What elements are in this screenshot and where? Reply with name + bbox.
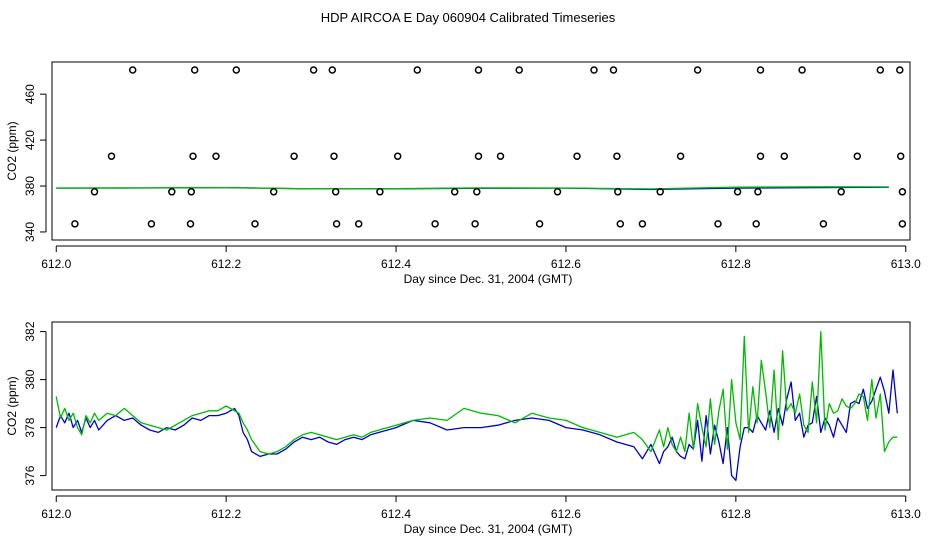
x-axis-label: Day since Dec. 31, 2004 (GMT) [404,522,573,536]
data-point [752,220,760,228]
data-point [656,188,664,196]
x-tick-label: 612.2 [211,507,241,521]
plot-frame [51,321,911,491]
data-point [714,220,722,228]
data-point [413,66,422,74]
x-tick-label: 612.6 [551,507,581,521]
y-tick-label: 382 [23,321,37,341]
data-point [553,188,562,196]
data-point [573,152,581,160]
data-point [190,66,199,74]
data-point [896,152,905,160]
y-axis-label: CO2 (ppm) [5,376,19,435]
y-tick-label: 380 [23,176,37,196]
data-point [853,152,862,160]
data-point [590,66,598,74]
data-point [474,66,483,74]
data-point [876,66,885,74]
data-point [147,220,156,228]
data-point [613,152,621,160]
x-tick-label: 612.0 [41,257,71,271]
data-point [186,220,195,228]
y-tick-label: 340 [23,222,37,242]
data-point [609,66,618,74]
y-tick-label: 460 [23,84,37,104]
data-point [754,188,762,196]
data-point [614,188,622,196]
data-point [756,66,765,74]
data-point [354,220,363,228]
data-point [474,152,483,160]
data-point [431,220,439,228]
data-point [332,220,341,228]
series-line-1 [55,369,898,482]
x-axis-label: Day since Dec. 31, 2004 (GMT) [404,272,573,286]
data-point [330,152,338,160]
x-tick-label: 612.8 [721,507,751,521]
series-line-2 [56,186,889,190]
data-point [187,188,196,196]
data-point [496,152,505,160]
data-point [309,66,318,74]
y-tick-label: 378 [23,417,37,437]
data-point [232,66,241,74]
plot-frame [51,61,911,241]
data-point [393,152,402,160]
y-tick-label: 380 [23,369,37,389]
data-point [798,66,806,74]
data-point [328,66,337,74]
data-point [756,152,765,160]
x-tick-label: 612.2 [211,257,241,271]
data-point [837,188,845,196]
figure-title: HDP AIRCOA E Day 060904 Calibrated Times… [321,10,616,25]
x-tick-label: 612.6 [551,257,581,271]
series-line-2 [55,330,898,455]
data-point [189,152,197,160]
data-point [733,188,742,196]
data-point [471,220,479,228]
data-point [535,220,544,228]
data-point [168,188,176,196]
data-point [616,220,625,228]
data-point [898,220,907,228]
data-point [290,152,298,160]
data-point [90,188,99,196]
data-point [638,220,647,228]
x-tick-label: 613.0 [891,257,921,271]
data-point [693,66,702,74]
y-tick-label: 420 [23,130,37,150]
data-point [212,152,220,160]
y-axis-label: CO2 (ppm) [5,121,19,180]
x-tick-label: 612.8 [721,257,751,271]
data-point [473,188,481,196]
data-point [450,188,459,196]
data-point [128,66,137,74]
top-panel: 612.0 612.2 612.4 612.6 612.8 613.0 Day since … [5,61,921,286]
data-point [515,66,523,74]
data-point [107,152,116,160]
bottom-panel: 612.0 612.2 612.4 612.6 612.8 613.0 Day since … [5,321,921,536]
data-point [71,220,79,228]
x-tick-label: 612.0 [41,507,71,521]
x-tick-label: 612.4 [381,257,411,271]
x-tick-label: 612.4 [381,507,411,521]
data-point [376,188,384,196]
data-point [898,188,907,196]
data-point [676,152,685,160]
data-point [251,220,259,228]
data-point [331,188,340,196]
data-point [896,66,904,74]
data-point [780,152,789,160]
data-point [269,188,278,196]
data-point [819,220,828,228]
x-tick-label: 613.0 [891,507,921,521]
y-tick-label: 376 [23,465,37,485]
